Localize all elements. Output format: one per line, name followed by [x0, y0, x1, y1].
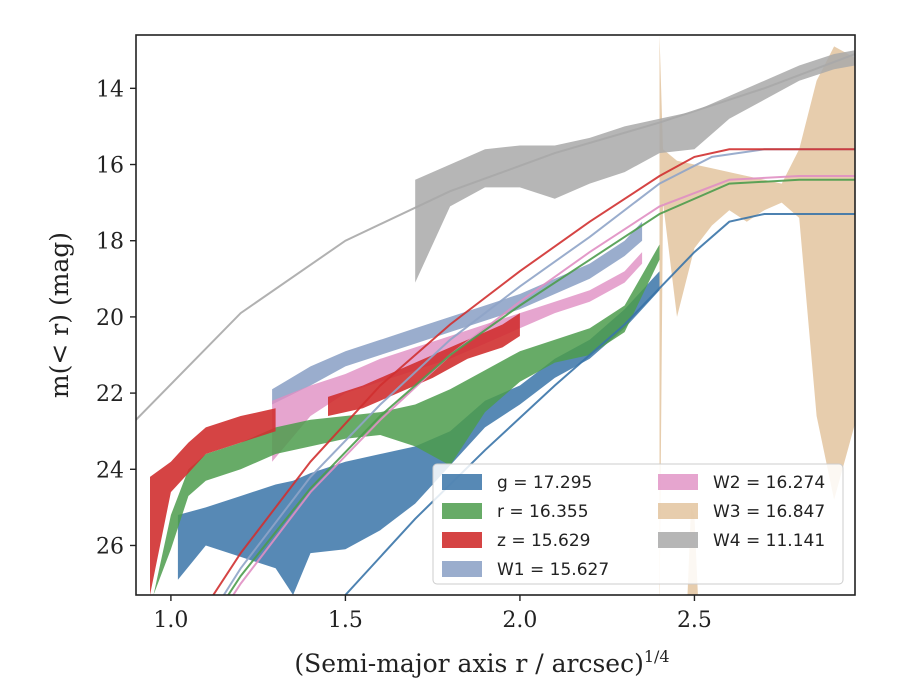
legend-swatch-W3 — [658, 503, 698, 519]
y-tick-label: 14 — [96, 77, 124, 102]
band-W4-0 — [415, 50, 855, 283]
band-z-0 — [150, 408, 276, 595]
legend-box — [432, 463, 844, 585]
legend-swatch-W1 — [442, 561, 482, 577]
legend-swatch-r — [442, 503, 482, 519]
legend-label-W4: W4 = 11.141 — [713, 531, 825, 551]
x-axis-label-text: (Semi-major axis r / arcsec) — [294, 649, 643, 678]
legend-label-W2: W2 = 16.274 — [713, 473, 825, 493]
band-W1-0 — [272, 221, 643, 405]
model-curve-W2 — [232, 175, 855, 595]
legend-swatch-W4 — [658, 532, 698, 548]
y-tick-label: 24 — [96, 458, 124, 483]
legend-label-W3: W3 = 16.847 — [713, 502, 825, 522]
x-axis-label: (Semi-major axis r / arcsec)1/4 — [294, 647, 669, 678]
y-tick-label: 16 — [96, 154, 124, 179]
y-axis-label: m(< r) (mag) — [45, 232, 74, 398]
x-tick-label: 1.5 — [328, 608, 363, 633]
band-r-0 — [153, 244, 660, 595]
band-W2-0 — [272, 252, 643, 462]
y-tick-label: 22 — [96, 382, 124, 407]
model-curve-W4 — [136, 53, 855, 421]
x-tick-label: 1.0 — [153, 608, 188, 633]
legend-label-g: g = 17.295 — [497, 473, 592, 493]
y-tick-label: 18 — [96, 230, 124, 255]
model-curve-r — [227, 178, 855, 595]
band-g-0 — [177, 271, 660, 595]
legend-swatch-g — [442, 474, 482, 490]
x-axis-label-superscript: 1/4 — [644, 647, 670, 666]
y-axis-ticks: 14 16 18 20 22 24 26 — [96, 77, 136, 559]
plot-area — [136, 35, 855, 595]
legend-items: g = 17.295 r = 16.355 z = 15.629 W1 = 15.62… — [442, 473, 825, 580]
legend-label-r: r = 16.355 — [497, 502, 589, 522]
plot-frame — [135, 34, 856, 596]
x-tick-label: 2.0 — [502, 608, 537, 633]
legend-label-W1: W1 = 15.627 — [497, 560, 609, 580]
legend: g = 17.295 r = 16.355 z = 15.629 W1 = 15.62… — [432, 463, 844, 585]
y-tick-label: 26 — [96, 534, 124, 559]
legend-swatch-W2 — [658, 474, 698, 490]
legend-swatch-z — [442, 532, 482, 548]
y-tick-label: 20 — [96, 306, 124, 331]
model-curves — [136, 53, 855, 595]
model-curve-W1 — [222, 148, 855, 595]
model-curve-z — [212, 148, 855, 595]
x-tick-label: 2.5 — [677, 608, 712, 633]
x-axis-ticks: 1.0 1.5 2.0 2.5 — [153, 595, 712, 633]
legend-label-z: z = 15.629 — [497, 531, 590, 551]
